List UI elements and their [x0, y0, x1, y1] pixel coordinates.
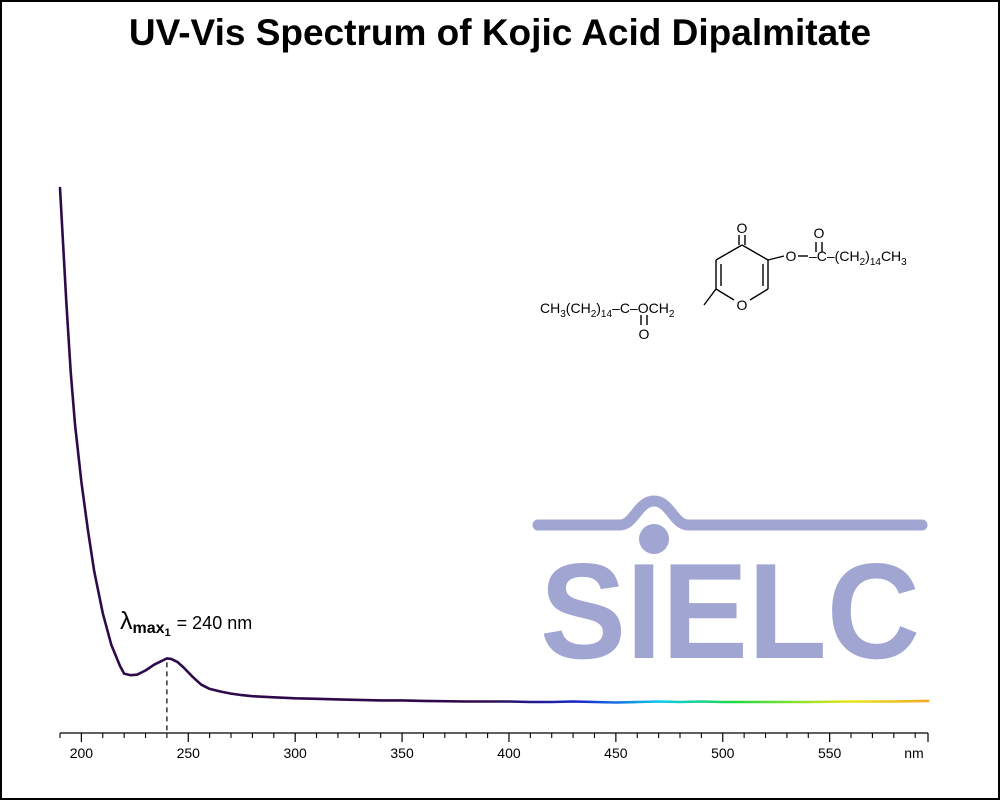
x-tick-label: 200	[70, 745, 94, 761]
x-tick-label: 550	[818, 745, 842, 761]
logo-text: SIELC	[540, 535, 920, 687]
lambda-max-label: λmax1 = 240 nm	[120, 607, 252, 639]
ester-oxygen-right: O	[786, 248, 797, 264]
lambda-value: = 240 nm	[177, 613, 253, 633]
right-chain-label: –C–(CH2)14CH3	[809, 248, 907, 268]
lambda-symbol: λ	[120, 607, 133, 635]
x-tick-label: 250	[177, 745, 201, 761]
ester-carbonyl-o-right: O	[814, 225, 825, 241]
chart-title: UV-Vis Spectrum of Kojic Acid Dipalmitat…	[128, 12, 872, 53]
x-tick-label: 300	[283, 745, 307, 761]
x-tick-label: 400	[497, 745, 521, 761]
ring-oxygen: O	[737, 297, 748, 313]
logo-dot	[639, 524, 669, 554]
x-axis-tick-labels: 200 250 300 350 400 450 500 550	[70, 745, 842, 761]
x-axis-major-ticks	[80, 733, 831, 742]
sielc-logo: SIELC	[532, 495, 928, 687]
x-tick-label: 500	[711, 745, 735, 761]
chemical-structure: O O O O –C–(CH2)14CH3 CH3(CH2)14–C–OCH2 …	[540, 220, 907, 342]
left-chain-label: CH3(CH2)14–C–OCH2	[540, 300, 675, 320]
lambda-sub-index: 1	[165, 627, 171, 639]
ring-carbonyl-o: O	[737, 220, 748, 236]
x-axis: 200 250 300 350 400 450 500 550 nm	[59, 732, 929, 761]
x-tick-label: 350	[390, 745, 414, 761]
x-tick-label: 450	[604, 745, 628, 761]
x-axis-minor-ticks	[59, 733, 929, 742]
lambda-sub-max: max	[133, 620, 165, 637]
spectrum-line	[58, 186, 930, 704]
logo-swoosh	[532, 495, 928, 531]
x-axis-unit-label: nm	[904, 745, 923, 761]
ester-carbonyl-o-left: O	[639, 326, 650, 342]
